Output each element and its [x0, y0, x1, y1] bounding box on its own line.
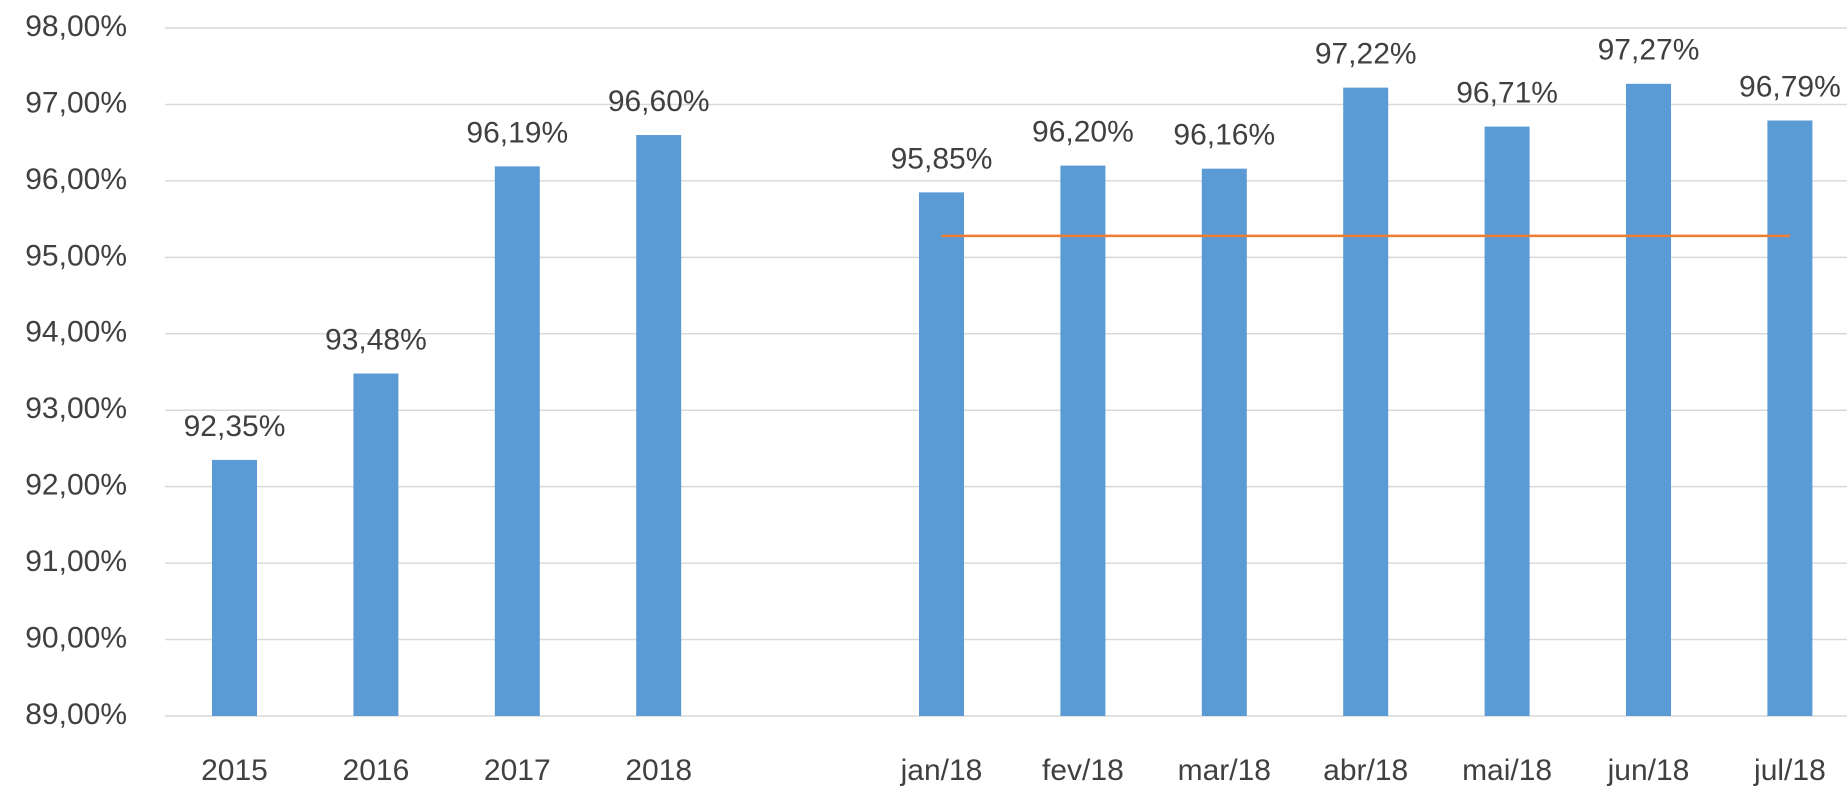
x-tick-label: jul/18 [1753, 754, 1826, 787]
y-tick-label: 92,00% [25, 469, 127, 502]
x-tick-label: mai/18 [1462, 754, 1552, 787]
data-label: 96,60% [608, 85, 710, 118]
y-tick-label: 98,00% [25, 10, 127, 43]
x-tick-label: 2016 [343, 754, 410, 787]
y-tick-label: 95,00% [25, 239, 127, 272]
bar [353, 373, 399, 716]
bar [1484, 126, 1530, 716]
data-label: 96,79% [1739, 70, 1841, 103]
bar [1343, 87, 1389, 717]
data-label: 96,16% [1173, 119, 1275, 152]
y-tick-label: 96,00% [25, 163, 127, 196]
x-tick-label: mar/18 [1178, 754, 1271, 787]
y-tick-label: 94,00% [25, 316, 127, 349]
data-label: 96,71% [1456, 77, 1558, 110]
data-label: 96,20% [1032, 116, 1134, 149]
x-tick-label: 2018 [625, 754, 692, 787]
data-label: 93,48% [325, 323, 427, 356]
data-label: 97,27% [1598, 34, 1700, 67]
bar [1626, 83, 1671, 716]
y-tick-label: 91,00% [25, 545, 127, 578]
y-tick-label: 89,00% [25, 698, 127, 731]
x-tick-label: jan/18 [900, 754, 983, 787]
data-label: 97,22% [1315, 38, 1417, 71]
data-label: 95,85% [891, 142, 993, 175]
y-tick-label: 97,00% [25, 86, 127, 119]
data-label: 92,35% [184, 410, 286, 443]
bar [919, 192, 964, 716]
data-label: 96,19% [466, 116, 568, 149]
bar [212, 459, 257, 716]
x-tick-label: abr/18 [1323, 754, 1408, 787]
bar [1201, 168, 1247, 716]
x-tick-label: 2017 [484, 754, 551, 787]
y-tick-label: 90,00% [25, 621, 127, 654]
bar [636, 135, 682, 716]
x-tick-label: jun/18 [1607, 754, 1690, 787]
bar [1060, 165, 1106, 717]
bar [494, 166, 540, 716]
y-tick-label: 93,00% [25, 392, 127, 425]
x-tick-label: 2015 [201, 754, 268, 787]
x-tick-label: fev/18 [1042, 754, 1124, 787]
bar [1767, 120, 1813, 716]
